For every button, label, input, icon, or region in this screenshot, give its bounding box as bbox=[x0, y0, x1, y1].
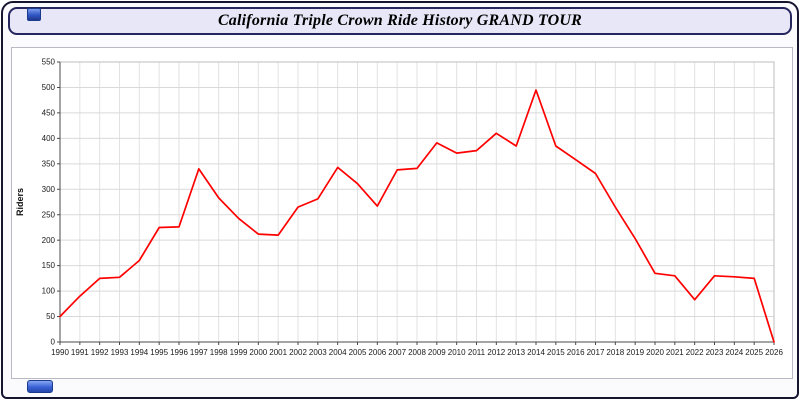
svg-text:2005: 2005 bbox=[349, 348, 367, 357]
title-bar: California Triple Crown Ride History GRA… bbox=[8, 7, 792, 35]
svg-text:2006: 2006 bbox=[368, 348, 386, 357]
svg-text:2022: 2022 bbox=[686, 348, 704, 357]
svg-text:2013: 2013 bbox=[507, 348, 525, 357]
svg-text:150: 150 bbox=[42, 261, 56, 270]
svg-text:1997: 1997 bbox=[190, 348, 208, 357]
svg-text:2002: 2002 bbox=[289, 348, 307, 357]
svg-text:2007: 2007 bbox=[388, 348, 406, 357]
svg-text:1991: 1991 bbox=[71, 348, 89, 357]
svg-text:2012: 2012 bbox=[487, 348, 505, 357]
svg-text:2018: 2018 bbox=[606, 348, 624, 357]
svg-text:2025: 2025 bbox=[745, 348, 763, 357]
svg-text:1994: 1994 bbox=[130, 348, 148, 357]
svg-text:200: 200 bbox=[42, 236, 56, 245]
svg-text:1996: 1996 bbox=[170, 348, 188, 357]
svg-text:2024: 2024 bbox=[725, 348, 743, 357]
svg-text:550: 550 bbox=[42, 58, 56, 67]
svg-text:1998: 1998 bbox=[210, 348, 228, 357]
svg-text:100: 100 bbox=[42, 287, 56, 296]
svg-text:350: 350 bbox=[42, 159, 56, 168]
svg-text:2014: 2014 bbox=[527, 348, 545, 357]
svg-text:2026: 2026 bbox=[765, 348, 783, 357]
svg-text:2009: 2009 bbox=[428, 348, 446, 357]
svg-text:Riders: Riders bbox=[15, 188, 25, 216]
svg-text:2008: 2008 bbox=[408, 348, 426, 357]
svg-text:2001: 2001 bbox=[269, 348, 287, 357]
svg-text:2004: 2004 bbox=[329, 348, 347, 357]
svg-text:2023: 2023 bbox=[706, 348, 724, 357]
app-icon[interactable] bbox=[27, 8, 41, 21]
svg-text:0: 0 bbox=[51, 338, 56, 347]
svg-text:2011: 2011 bbox=[468, 348, 486, 357]
svg-text:50: 50 bbox=[46, 312, 55, 321]
svg-text:1990: 1990 bbox=[51, 348, 69, 357]
svg-text:250: 250 bbox=[42, 210, 56, 219]
svg-text:2017: 2017 bbox=[587, 348, 605, 357]
svg-text:2010: 2010 bbox=[448, 348, 466, 357]
svg-text:2019: 2019 bbox=[626, 348, 644, 357]
svg-text:2020: 2020 bbox=[646, 348, 664, 357]
share-button[interactable] bbox=[27, 380, 53, 393]
svg-text:500: 500 bbox=[42, 83, 56, 92]
svg-text:1999: 1999 bbox=[230, 348, 248, 357]
svg-text:2000: 2000 bbox=[249, 348, 267, 357]
svg-text:1995: 1995 bbox=[150, 348, 168, 357]
svg-text:2015: 2015 bbox=[547, 348, 565, 357]
ride-history-chart: 0 50 100 150 200 250 300 350 400 450 500 550 1990 199… bbox=[11, 47, 793, 379]
svg-text:2016: 2016 bbox=[567, 348, 585, 357]
svg-text:400: 400 bbox=[42, 134, 56, 143]
svg-text:1993: 1993 bbox=[111, 348, 129, 357]
svg-text:300: 300 bbox=[42, 185, 56, 194]
svg-text:450: 450 bbox=[42, 109, 56, 118]
page-title: California Triple Crown Ride History GRA… bbox=[217, 12, 583, 29]
svg-text:1992: 1992 bbox=[91, 348, 109, 357]
svg-text:2021: 2021 bbox=[666, 348, 684, 357]
svg-text:2003: 2003 bbox=[309, 348, 327, 357]
